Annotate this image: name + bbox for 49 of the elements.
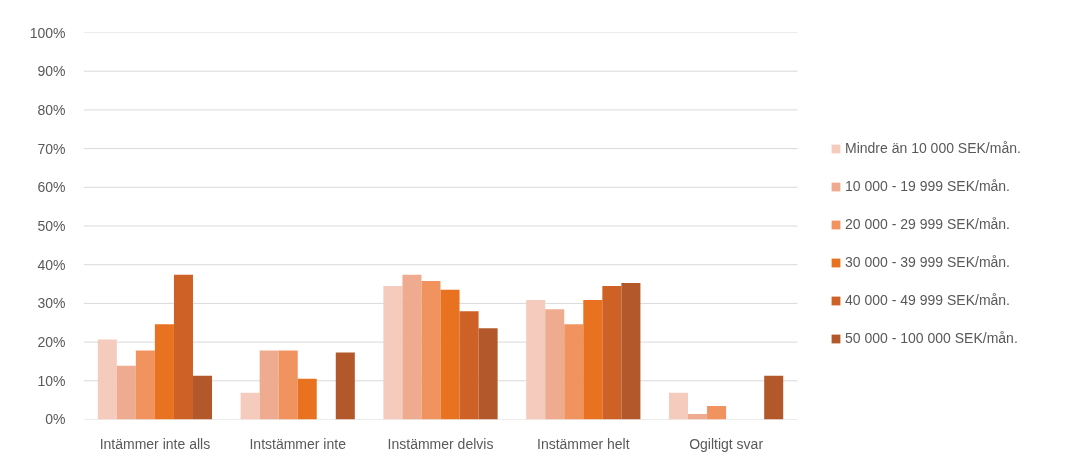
bar <box>459 311 479 420</box>
x-tick-label: Instämmer delvis <box>387 435 494 452</box>
bar <box>564 324 584 420</box>
x-tick-label: Intämmer inte alls <box>99 435 211 452</box>
bar <box>526 299 546 420</box>
legend-label: 50 000 - 100 000 SEK/mån. <box>845 329 1018 349</box>
bar <box>402 274 422 420</box>
legend-label: 40 000 - 49 999 SEK/mån. <box>845 291 1010 311</box>
legend-label: 20 000 - 29 999 SEK/mån. <box>845 215 1010 235</box>
y-tick-label: 30% <box>37 295 66 312</box>
bar <box>278 350 298 420</box>
bar <box>621 282 641 420</box>
y-tick-label: 80% <box>37 101 66 118</box>
legend-label: Mindre än 10 000 SEK/mån. <box>845 139 1021 159</box>
y-tick-label: 70% <box>37 140 66 157</box>
bar <box>154 324 174 420</box>
bar <box>240 392 260 420</box>
bar <box>97 339 117 420</box>
x-tick-label: Instämmer helt <box>537 435 630 452</box>
bar <box>135 350 155 420</box>
bar <box>297 378 317 420</box>
bar <box>583 299 603 420</box>
y-tick-label: 20% <box>37 334 66 351</box>
bar <box>383 285 403 420</box>
y-tick-label: 10% <box>37 372 66 389</box>
bar <box>478 328 498 420</box>
legend-label: 30 000 - 39 999 SEK/mån. <box>845 253 1010 273</box>
y-tick-label: 60% <box>37 179 66 196</box>
bar <box>545 309 565 420</box>
bar <box>421 280 441 420</box>
y-tick-label: 50% <box>37 218 66 234</box>
bar <box>173 274 193 420</box>
legend-label: 10 000 - 19 999 SEK/mån. <box>845 177 1010 197</box>
bar <box>688 414 708 420</box>
bar <box>116 365 136 420</box>
bar <box>259 350 279 420</box>
y-tick-label: 90% <box>37 63 66 80</box>
bar <box>335 352 355 420</box>
x-tick-label: Ogiltigt svar <box>689 435 764 452</box>
bar <box>707 405 727 420</box>
bar <box>440 289 460 420</box>
bar <box>602 285 622 420</box>
y-tick-label: 100% <box>29 24 66 41</box>
bar <box>764 375 784 420</box>
y-tick-label: 40% <box>37 256 66 273</box>
x-tick-label: Intstämmer inte <box>249 435 347 452</box>
bar <box>668 392 689 420</box>
bar <box>192 375 213 420</box>
y-tick-label: 0% <box>45 411 66 428</box>
